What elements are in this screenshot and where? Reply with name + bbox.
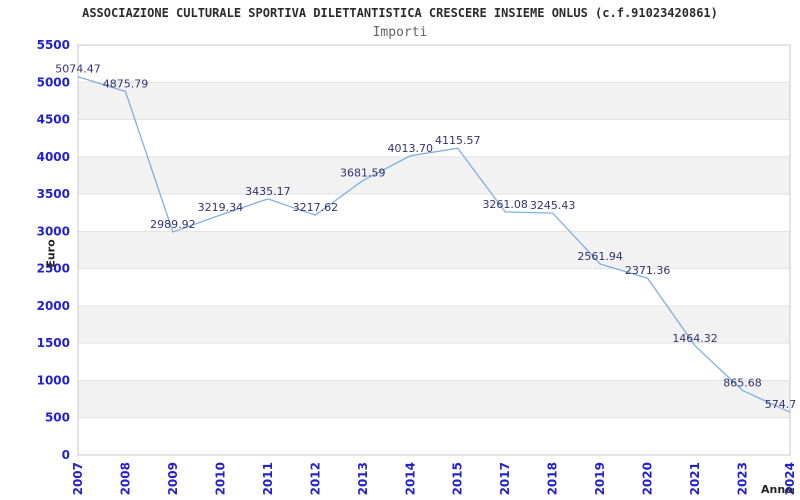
grid-band [78,156,790,195]
y-tick-label: 1500 [37,336,70,350]
x-tick-label: 2011 [261,462,275,495]
x-tick-label: 2014 [403,462,417,495]
x-tick-label: 2018 [546,462,560,495]
y-tick-label: 0 [62,448,70,462]
x-tick-label: 2012 [308,462,322,495]
plot-border [77,44,791,456]
data-point-label: 2989.92 [150,218,196,231]
data-point-label: 3245.43 [530,199,576,212]
chart-subtitle: Importi [372,25,428,40]
x-tick-label: 2024 [783,462,797,495]
x-tick-label: 2013 [356,462,370,495]
data-point-label: 2561.94 [577,250,623,263]
y-tick-label: 2500 [37,262,70,276]
data-point-label: 3261.08 [482,198,528,211]
y-tick-label: 3500 [37,187,70,201]
data-point-label: 865.68 [723,376,762,389]
y-tick-label: 1000 [37,373,70,387]
x-tick-label: 2007 [71,462,85,495]
data-point-label: 574.7 [765,398,797,411]
x-tick-label: 2015 [451,462,465,495]
data-point-label: 4115.57 [435,134,481,147]
y-tick-label: 500 [45,411,70,425]
y-axis-title: Euro [44,239,58,268]
data-point-label: 5074.47 [55,63,101,76]
data-point-label: 3681.59 [340,167,386,180]
x-tick-label: 2010 [213,462,227,495]
data-point-label: 4875.79 [103,78,149,91]
data-point-label: 3435.17 [245,185,291,198]
x-tick-label: 2009 [166,462,180,495]
data-line [77,76,791,413]
data-point-label: 2371.36 [625,264,671,277]
x-tick-label: 2020 [641,462,655,495]
data-point-label: 3217.62 [293,201,339,214]
y-tick-label: 3000 [37,224,70,238]
y-tick-label: 4000 [37,150,70,164]
x-tick-label: 2017 [498,462,512,495]
grid-band [78,82,790,120]
x-tick-label: 2008 [118,462,132,495]
x-tick-label: 2019 [593,462,607,495]
chart-title: ASSOCIAZIONE CULTURALE SPORTIVA DILETTAN… [82,6,718,20]
y-tick-label: 5500 [37,38,70,52]
x-axis-title: Anno [761,483,793,496]
y-tick-label: 5000 [37,75,70,89]
x-tick-label: 2021 [688,462,702,495]
grid-band [78,231,790,269]
y-tick-label: 4500 [37,113,70,127]
data-point-label: 4013.70 [388,142,434,155]
x-tick-label: 2023 [736,462,750,495]
data-point-label: 3219.34 [198,201,244,214]
data-point-label: 1464.32 [672,332,718,345]
y-tick-label: 2000 [37,299,70,313]
grid-band [78,380,790,418]
